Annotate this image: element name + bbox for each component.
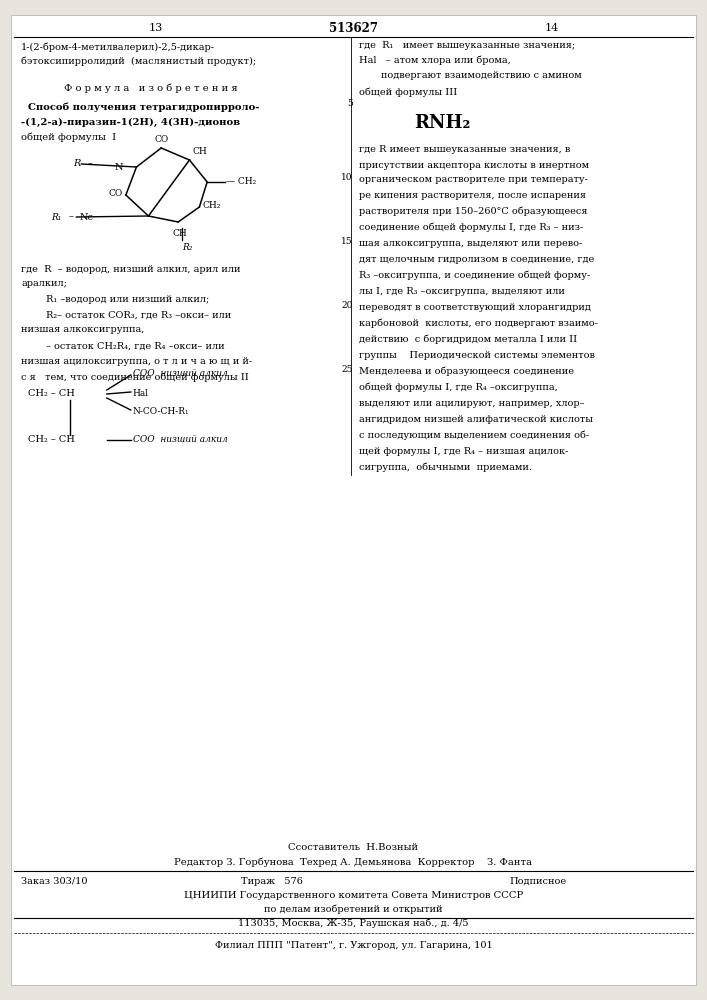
Text: Hal   – атом хлора или брома,: Hal – атом хлора или брома, xyxy=(359,55,511,65)
Text: низшая ацилоксигруппа, о т л и ч а ю щ и й-: низшая ацилоксигруппа, о т л и ч а ю щ и… xyxy=(21,358,252,366)
Text: 13: 13 xyxy=(148,23,163,33)
Text: CH: CH xyxy=(173,229,187,237)
Text: ЦНИИПИ Государственного комитета Совета Министров СССР: ЦНИИПИ Государственного комитета Совета … xyxy=(184,890,523,900)
Text: сигруппа,  обычными  приемами.: сигруппа, обычными приемами. xyxy=(359,462,532,472)
Text: 25: 25 xyxy=(341,364,353,373)
Text: Тираж   576: Тираж 576 xyxy=(241,876,303,886)
Text: бэтоксипирролидий  (маслянистый продукт);: бэтоксипирролидий (маслянистый продукт); xyxy=(21,56,257,66)
Text: карбоновой  кислоты, его подвергают взаимо-: карбоновой кислоты, его подвергают взаим… xyxy=(359,318,598,328)
Text: с я   тем, что соединение общей формулы II: с я тем, что соединение общей формулы II xyxy=(21,372,249,382)
Text: 5: 5 xyxy=(347,100,353,108)
Text: R₂– остаток COR₃, где R₃ –окси– или: R₂– остаток COR₃, где R₃ –окси– или xyxy=(46,310,231,320)
Text: общей формулы III: общей формулы III xyxy=(359,87,457,97)
Text: 20: 20 xyxy=(341,300,353,310)
Text: R: R xyxy=(73,159,80,168)
Text: Менделеева и образующееся соединение: Менделеева и образующееся соединение xyxy=(359,366,574,376)
Text: растворителя при 150–260°С образующееся: растворителя при 150–260°С образующееся xyxy=(359,206,588,216)
Text: где  R₁   имеет вышеуказанные значения;: где R₁ имеет вышеуказанные значения; xyxy=(359,40,575,49)
Text: присутствии акцептора кислоты в инертном: присутствии акцептора кислоты в инертном xyxy=(359,160,589,169)
Text: выделяют или ацилируют, например, хлор–: выделяют или ацилируют, например, хлор– xyxy=(359,398,585,408)
Text: RNH₂: RNH₂ xyxy=(414,114,470,132)
Text: –: – xyxy=(88,159,92,168)
Text: Nc: Nc xyxy=(79,213,93,222)
Text: N-CO-CH-R₁: N-CO-CH-R₁ xyxy=(133,408,189,416)
Text: шая алкоксигруппа, выделяют или перево-: шая алкоксигруппа, выделяют или перево- xyxy=(359,238,583,247)
Text: N: N xyxy=(115,162,123,172)
Text: лы I, где R₃ –оксигруппа, выделяют или: лы I, где R₃ –оксигруппа, выделяют или xyxy=(359,286,565,296)
Text: где  R  – водород, низший алкил, арил или: где R – водород, низший алкил, арил или xyxy=(21,264,240,273)
Text: CH₂ – CH: CH₂ – CH xyxy=(28,389,75,398)
Text: COO  низший алкил: COO низший алкил xyxy=(133,368,228,377)
Text: действию  с боргидридом металла I или II: действию с боргидридом металла I или II xyxy=(359,334,578,344)
Text: Способ получения тетрагидропирроло-: Способ получения тетрагидропирроло- xyxy=(28,102,259,112)
Text: CO: CO xyxy=(154,134,168,143)
Text: подвергают взаимодействию с амином: подвергают взаимодействию с амином xyxy=(359,72,582,81)
Text: 113035, Москва, Ж-35, Раушская наб., д. 4/5: 113035, Москва, Ж-35, Раушская наб., д. … xyxy=(238,918,469,928)
Text: органическом растворителе при температу-: органическом растворителе при температу- xyxy=(359,176,588,184)
Text: общей формулы I, где R₄ –оксигруппа,: общей формулы I, где R₄ –оксигруппа, xyxy=(359,382,558,392)
Text: 15: 15 xyxy=(341,236,353,245)
Text: 14: 14 xyxy=(544,23,559,33)
Text: Филиал ППП "Патент", г. Ужгород, ул. Гагарина, 101: Филиал ППП "Патент", г. Ужгород, ул. Гаг… xyxy=(215,940,492,950)
Text: R₃ –оксигруппа, и соединение общей форму-: R₃ –оксигруппа, и соединение общей форму… xyxy=(359,270,590,280)
Text: щей формулы I, где R₄ – низшая ацилок-: щей формулы I, где R₄ – низшая ацилок- xyxy=(359,446,568,456)
Text: где R имеет вышеуказанные значения, в: где R имеет вышеуказанные значения, в xyxy=(359,145,571,154)
Text: R₁: R₁ xyxy=(52,213,62,222)
Text: группы    Периодической системы элементов: группы Периодической системы элементов xyxy=(359,351,595,360)
Text: CH₂: CH₂ xyxy=(203,202,221,211)
Text: Заказ 303/10: Заказ 303/10 xyxy=(21,876,88,886)
Text: – остаток CH₂R₄, где R₄ –окси– или: – остаток CH₂R₄, где R₄ –окси– или xyxy=(46,342,225,351)
Text: COO  низший алкил: COO низший алкил xyxy=(133,436,228,444)
Text: по делам изобретений и открытий: по делам изобретений и открытий xyxy=(264,904,443,914)
Text: CH: CH xyxy=(192,146,207,155)
Text: — CH₂: — CH₂ xyxy=(226,178,257,186)
Text: 10: 10 xyxy=(341,174,353,182)
Text: CO: CO xyxy=(108,190,122,198)
Text: ангидридом низшей алифатической кислоты: ангидридом низшей алифатической кислоты xyxy=(359,414,593,424)
Text: ре кипения растворителя, после испарения: ре кипения растворителя, после испарения xyxy=(359,190,586,200)
Text: Ссоставитель  Н.Возный: Ссоставитель Н.Возный xyxy=(288,842,419,852)
Text: с последующим выделением соединения об-: с последующим выделением соединения об- xyxy=(359,430,589,440)
Text: дят щелочным гидролизом в соединение, где: дят щелочным гидролизом в соединение, гд… xyxy=(359,254,595,263)
Text: R₁ –водород или низший алкил;: R₁ –водород или низший алкил; xyxy=(46,294,209,304)
Text: общей формулы  I: общей формулы I xyxy=(21,132,117,142)
Text: низшая алкоксигруппа,: низшая алкоксигруппа, xyxy=(21,326,145,334)
Text: 513627: 513627 xyxy=(329,21,378,34)
Text: переводят в соответствующий хлорангидрид: переводят в соответствующий хлорангидрид xyxy=(359,302,591,312)
Text: –: – xyxy=(69,213,73,222)
Text: 1-(2-бром-4-метилвалерил)-2,5-дикар-: 1-(2-бром-4-метилвалерил)-2,5-дикар- xyxy=(21,42,215,52)
Text: Ф о р м у л а   и з о б р е т е н и я: Ф о р м у л а и з о б р е т е н и я xyxy=(64,83,238,93)
Text: соединение общей формулы I, где R₃ – низ-: соединение общей формулы I, где R₃ – низ… xyxy=(359,222,583,232)
Text: Hal: Hal xyxy=(133,388,149,397)
Text: Подписное: Подписное xyxy=(509,876,566,886)
Text: R₂: R₂ xyxy=(182,243,192,252)
Text: Редактор З. Горбунова  Техред А. Демьянова  Корректор    З. Фанта: Редактор З. Горбунова Техред А. Демьянов… xyxy=(175,857,532,867)
Text: CH₂ – CH: CH₂ – CH xyxy=(28,436,75,444)
Text: -(1,2-а)-пиразин-1(2Н), 4(3Н)-дионов: -(1,2-а)-пиразин-1(2Н), 4(3Н)-дионов xyxy=(21,117,240,127)
Text: аралкил;: аралкил; xyxy=(21,278,67,288)
